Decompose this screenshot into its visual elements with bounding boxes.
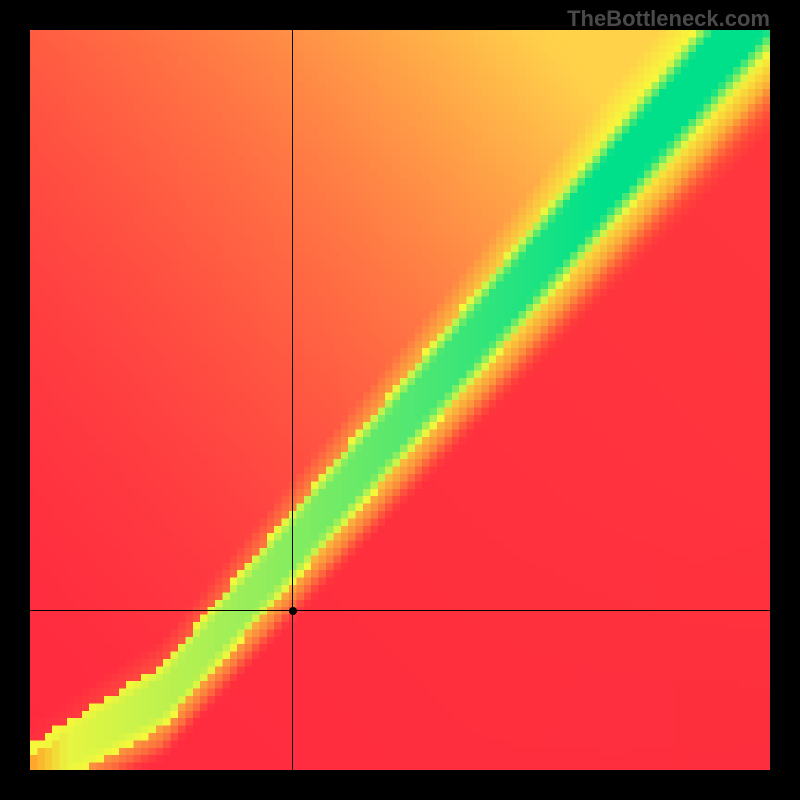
bottleneck-heatmap xyxy=(30,30,770,770)
crosshair-vertical-line xyxy=(292,30,293,770)
crosshair-horizontal-line xyxy=(30,610,770,611)
chart-container: TheBottleneck.com xyxy=(0,0,800,800)
watermark-text: TheBottleneck.com xyxy=(567,6,770,32)
crosshair-marker-dot xyxy=(289,607,297,615)
